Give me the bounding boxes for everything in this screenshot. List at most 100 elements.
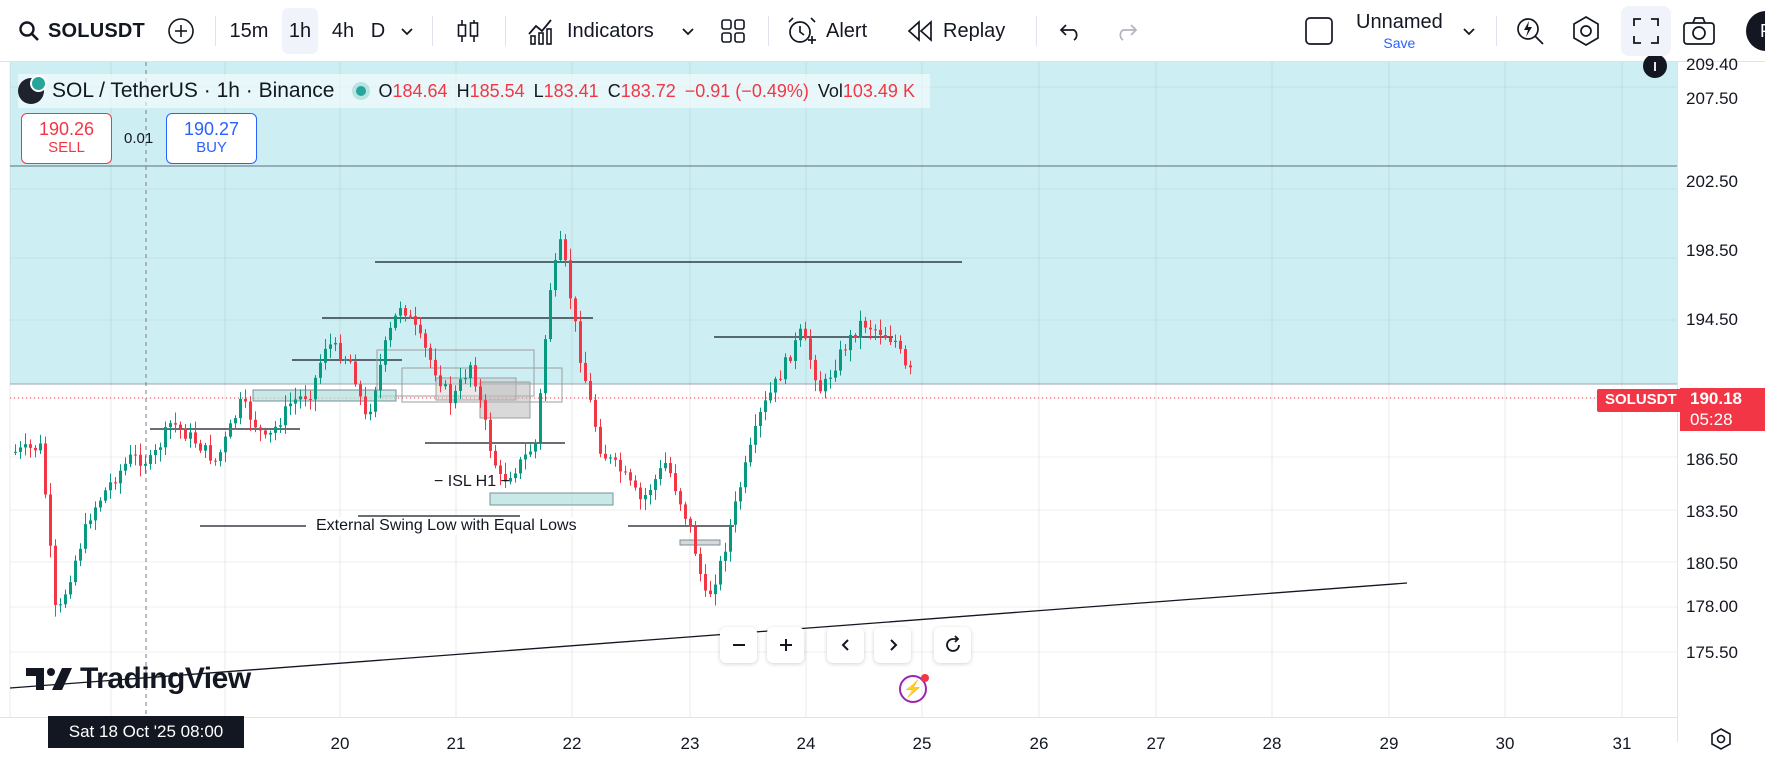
chevron-down-icon	[401, 28, 413, 36]
templates-button[interactable]	[720, 0, 746, 62]
scroll-left-button[interactable]	[827, 627, 864, 663]
candle-body	[169, 423, 172, 428]
fvg-box[interactable]	[679, 539, 721, 546]
candle-body	[119, 470, 122, 484]
isl-label[interactable]: − ISL H1 −	[434, 473, 510, 490]
candle-body	[244, 398, 247, 402]
change-value: −0.91 (−0.49%)	[684, 80, 809, 101]
candle-body	[149, 455, 152, 464]
alert-button[interactable]: Alert	[786, 0, 867, 62]
candle-body	[254, 419, 257, 428]
candle-body	[454, 390, 457, 404]
lightning-icon[interactable]: ⚡	[899, 674, 929, 703]
time-label: 23	[680, 734, 700, 753]
low-key: L	[533, 80, 544, 101]
candle-body	[379, 364, 382, 391]
layout-save-link[interactable]: Save	[1383, 35, 1416, 51]
sell-price: 190.26	[38, 119, 95, 140]
legend-title[interactable]: SOL / TetherUS · 1h · Binance	[52, 79, 335, 102]
sell-button[interactable]: 190.26 SELL	[21, 113, 112, 164]
reset-chart-button[interactable]	[934, 627, 971, 663]
zone-rectangle[interactable]	[10, 62, 1677, 384]
candle-body	[34, 447, 37, 451]
candle-body	[714, 584, 717, 595]
candle-body	[159, 447, 162, 451]
zoom-out-button[interactable]	[720, 627, 757, 663]
candle-body	[184, 428, 187, 439]
plus-circle-icon	[168, 18, 194, 44]
candle-body	[599, 426, 602, 454]
candle-body	[689, 518, 692, 527]
buy-button[interactable]: 190.27 BUY	[166, 113, 257, 164]
indicators-dropdown[interactable]	[680, 0, 696, 62]
indicators-button[interactable]: Indicators	[527, 0, 654, 62]
candle-body	[659, 468, 662, 480]
trend-line[interactable]	[9, 582, 1408, 689]
candle-body	[524, 454, 527, 460]
candle-body	[469, 365, 472, 379]
fvg-box[interactable]	[252, 389, 397, 402]
time-axis[interactable]: 20 21 22 23 24 25 26 27 28 29 30 31	[0, 717, 1677, 771]
fullscreen-button[interactable]	[1632, 0, 1660, 62]
zoom-in-button[interactable]	[767, 627, 804, 663]
chart-type-button[interactable]	[455, 0, 481, 62]
undo-icon	[1059, 24, 1078, 41]
candles	[14, 231, 912, 617]
time-label: 26	[1029, 734, 1049, 753]
candles-icon	[457, 20, 479, 42]
undo-button[interactable]	[1058, 0, 1082, 62]
settings-gear-icon[interactable]	[1709, 727, 1733, 751]
ext-swing-label[interactable]: External Swing Low with Equal Lows	[313, 517, 580, 535]
candle-body	[479, 386, 482, 401]
candle-body	[74, 560, 77, 583]
screenshot-button[interactable]	[1682, 0, 1716, 62]
timeframe-d[interactable]: D	[370, 19, 386, 42]
layout-dropdown[interactable]	[1461, 0, 1477, 62]
candle-body	[109, 482, 112, 491]
candle-body	[284, 406, 287, 426]
redo-button[interactable]	[1115, 0, 1139, 62]
candle-body	[679, 491, 682, 505]
timeframe-15m[interactable]: 15m	[229, 19, 269, 42]
timeframe-1h[interactable]: 1h	[282, 8, 318, 54]
candle-body	[194, 432, 197, 444]
candle-body	[614, 457, 617, 460]
candle-body	[299, 396, 302, 400]
layout-square-icon	[1305, 17, 1333, 45]
fvg-box[interactable]	[489, 492, 614, 506]
candle-body	[209, 445, 212, 461]
candle-body	[759, 411, 762, 427]
market-open-dot	[352, 82, 371, 100]
compare-button[interactable]	[167, 0, 195, 62]
candle-body	[579, 321, 582, 363]
redo-icon	[1119, 24, 1138, 41]
chart-pane[interactable]	[0, 62, 1677, 717]
candle-body	[899, 340, 902, 350]
candle-body	[534, 442, 537, 452]
order-block-box[interactable]	[479, 381, 531, 419]
candle-body	[249, 401, 252, 420]
minus-icon	[732, 644, 745, 646]
high-key: H	[456, 80, 470, 101]
chevron-down-icon	[682, 28, 694, 36]
fullscreen-button-bg[interactable]	[1621, 6, 1671, 56]
price-label: 178.00	[1686, 597, 1738, 616]
candle-body	[854, 334, 857, 338]
timeframe-4h[interactable]: 4h	[331, 19, 355, 42]
scroll-up-icon[interactable]	[1640, 56, 1670, 80]
quick-search-button[interactable]	[1515, 0, 1545, 62]
candle-body	[794, 340, 797, 361]
symbol-search[interactable]: SOLUSDT	[18, 0, 145, 62]
candle-body	[219, 452, 222, 461]
timeframe-dropdown[interactable]	[399, 0, 415, 62]
settings-button[interactable]	[1570, 0, 1602, 62]
replay-button[interactable]: Replay	[907, 0, 1005, 62]
candle-body	[339, 342, 342, 361]
candle-body	[519, 459, 522, 474]
time-label: 28	[1262, 734, 1282, 753]
avatar[interactable]: P	[1746, 11, 1765, 51]
candle-body	[629, 472, 632, 481]
layout-button[interactable]: Unnamed Save	[1304, 0, 1443, 62]
scroll-right-button[interactable]	[874, 627, 911, 663]
